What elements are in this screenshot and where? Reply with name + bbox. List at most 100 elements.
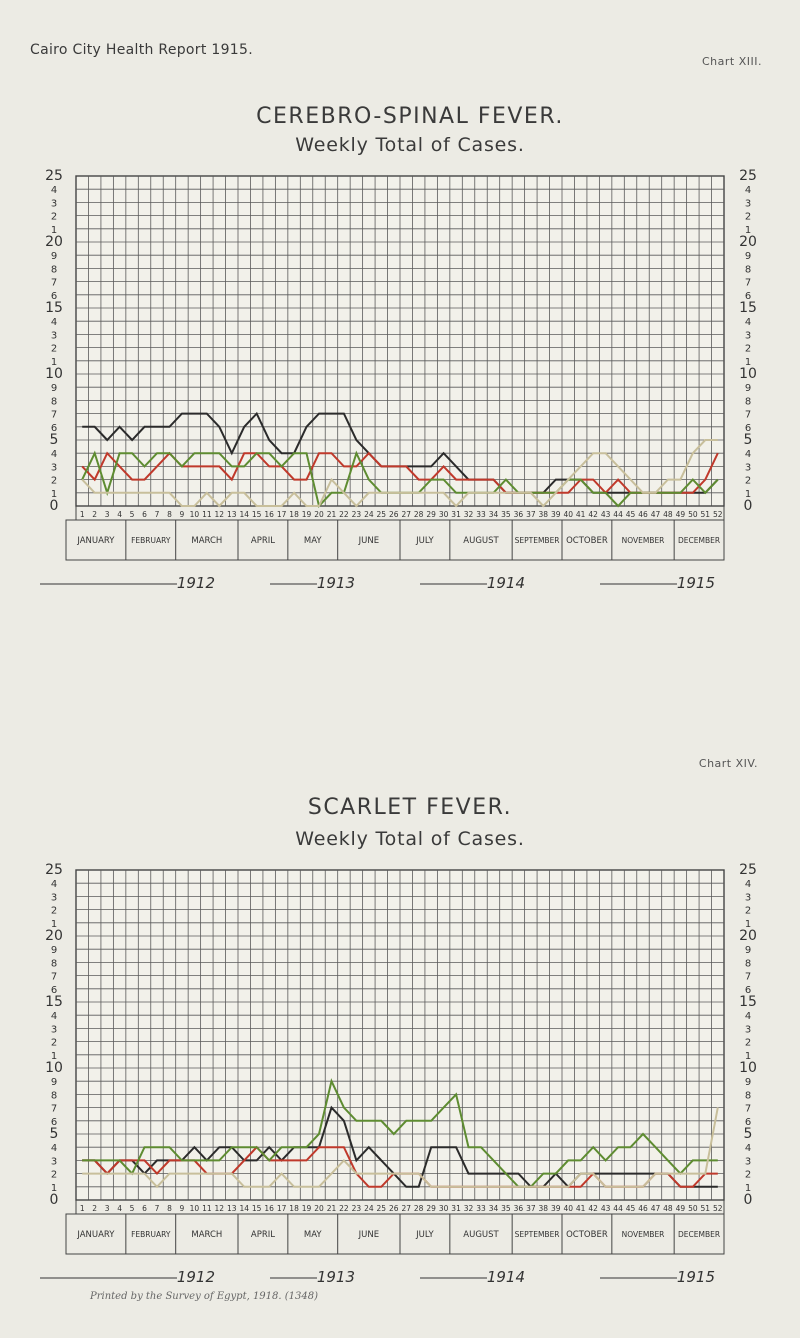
week-label: 16	[264, 510, 274, 519]
y-tick-label-right: 7	[745, 410, 751, 421]
week-label: 20	[314, 1204, 324, 1213]
month-label: NOVEMBER	[622, 536, 665, 545]
week-label: 30	[439, 1204, 449, 1213]
month-label: JUNE	[358, 536, 379, 546]
week-label: 50	[688, 1204, 698, 1213]
month-label: FEBRUARY	[131, 536, 171, 545]
y-tick-label: 3	[51, 198, 57, 209]
week-label: 17	[277, 1204, 287, 1213]
week-label: 19	[302, 510, 312, 519]
month-label: AUGUST	[463, 1230, 499, 1240]
week-label: 26	[389, 510, 399, 519]
y-tick-label: 2	[51, 1170, 57, 1181]
y-tick-label-right: 2	[745, 1170, 751, 1181]
week-label: 24	[364, 1204, 374, 1213]
month-label: OCTOBER	[566, 1230, 608, 1240]
y-tick-label-right: 3	[745, 198, 751, 209]
chart-title: CEREBRO-SPINAL FEVER.	[256, 104, 564, 129]
y-tick-label: 0	[50, 1192, 59, 1208]
y-tick-label: 20	[45, 234, 63, 250]
y-tick-label: 4	[51, 185, 57, 196]
y-tick-label: 5	[50, 1126, 59, 1142]
week-label: 21	[327, 510, 337, 519]
week-label: 10	[190, 510, 200, 519]
y-tick-label-right: 0	[744, 498, 753, 514]
y-tick-label-right: 25	[739, 168, 757, 184]
legend-label: 1913	[317, 1268, 355, 1286]
week-label: 49	[676, 510, 686, 519]
week-label: 11	[202, 510, 212, 519]
scarlet-fever-chart: 25 254 43 32 21 120 209 98 87 76 615 154 43 32 21 110 10…	[40, 862, 757, 1286]
report-title: Cairo City Health Report 1915.	[30, 42, 253, 58]
y-tick-label-right: 7	[745, 1104, 751, 1115]
week-label: 29	[426, 1204, 436, 1213]
week-label: 20	[314, 510, 324, 519]
y-tick-label: 25	[45, 168, 63, 184]
y-tick-label-right: 7	[745, 972, 751, 983]
week-label: 4	[117, 1204, 122, 1213]
y-tick-label: 5	[50, 432, 59, 448]
y-tick-label-right: 3	[745, 1024, 751, 1035]
y-tick-label: 8	[51, 1090, 57, 1101]
y-tick-label: 1	[51, 1051, 57, 1062]
legend-label: 1915	[677, 574, 715, 592]
y-tick-label: 25	[45, 862, 63, 878]
y-tick-label-right: 5	[744, 1126, 753, 1142]
week-label: 45	[626, 510, 636, 519]
y-tick-label-right: 20	[739, 928, 757, 944]
week-label: 14	[239, 1204, 249, 1213]
week-label: 38	[539, 1204, 549, 1213]
y-tick-label-right: 1	[745, 225, 751, 236]
month-label: APRIL	[251, 1230, 275, 1240]
y-tick-label-right: 8	[745, 264, 751, 275]
y-tick-label: 6	[51, 291, 57, 302]
week-label: 15	[252, 510, 262, 519]
week-label: 48	[663, 1204, 673, 1213]
y-tick-label: 7	[51, 972, 57, 983]
week-label: 27	[401, 1204, 411, 1213]
y-tick-label-right: 3	[745, 330, 751, 341]
week-label: 2	[92, 1204, 97, 1213]
cerebro-spinal-chart: 25 254 43 32 21 120 209 98 87 76 615 154 43 32 21 110 10…	[40, 168, 757, 592]
week-label: 3	[105, 1204, 110, 1213]
week-label: 1	[80, 1204, 85, 1213]
y-tick-label: 9	[51, 383, 57, 394]
month-label: DECEMBER	[678, 1230, 720, 1239]
week-label: 12	[215, 510, 225, 519]
y-tick-label-right: 10	[739, 1060, 757, 1076]
y-tick-label-right: 15	[739, 300, 757, 316]
week-label: 22	[339, 510, 349, 519]
legend-label: 1914	[487, 574, 525, 592]
week-label: 1	[80, 510, 85, 519]
week-label: 33	[476, 1204, 486, 1213]
y-tick-label: 2	[51, 344, 57, 355]
week-label: 7	[155, 1204, 160, 1213]
week-label: 12	[215, 1204, 225, 1213]
week-label: 35	[501, 510, 511, 519]
week-label: 36	[514, 510, 524, 519]
y-tick-label-right: 5	[744, 432, 753, 448]
y-tick-label: 2	[51, 476, 57, 487]
y-tick-label-right: 25	[739, 862, 757, 878]
week-label: 3	[105, 510, 110, 519]
week-label: 25	[377, 1204, 387, 1213]
week-label: 37	[526, 510, 536, 519]
y-tick-label-right: 9	[745, 1077, 751, 1088]
week-label: 9	[180, 510, 185, 519]
y-tick-label-right: 2	[745, 906, 751, 917]
week-label: 44	[613, 1204, 623, 1213]
y-tick-label: 7	[51, 278, 57, 289]
week-label: 35	[501, 1204, 511, 1213]
printer-note: Printed by the Survey of Egypt, 1918. (1…	[90, 1291, 319, 1302]
month-label: MAY	[304, 1230, 322, 1240]
y-tick-label: 10	[45, 366, 63, 382]
week-label: 40	[563, 510, 573, 519]
week-label: 2	[92, 510, 97, 519]
week-label: 19	[302, 1204, 312, 1213]
y-tick-label-right: 4	[745, 449, 751, 460]
week-label: 38	[539, 510, 549, 519]
week-label: 11	[202, 1204, 212, 1213]
week-label: 36	[514, 1204, 524, 1213]
week-label: 44	[613, 510, 623, 519]
week-label: 15	[252, 1204, 262, 1213]
